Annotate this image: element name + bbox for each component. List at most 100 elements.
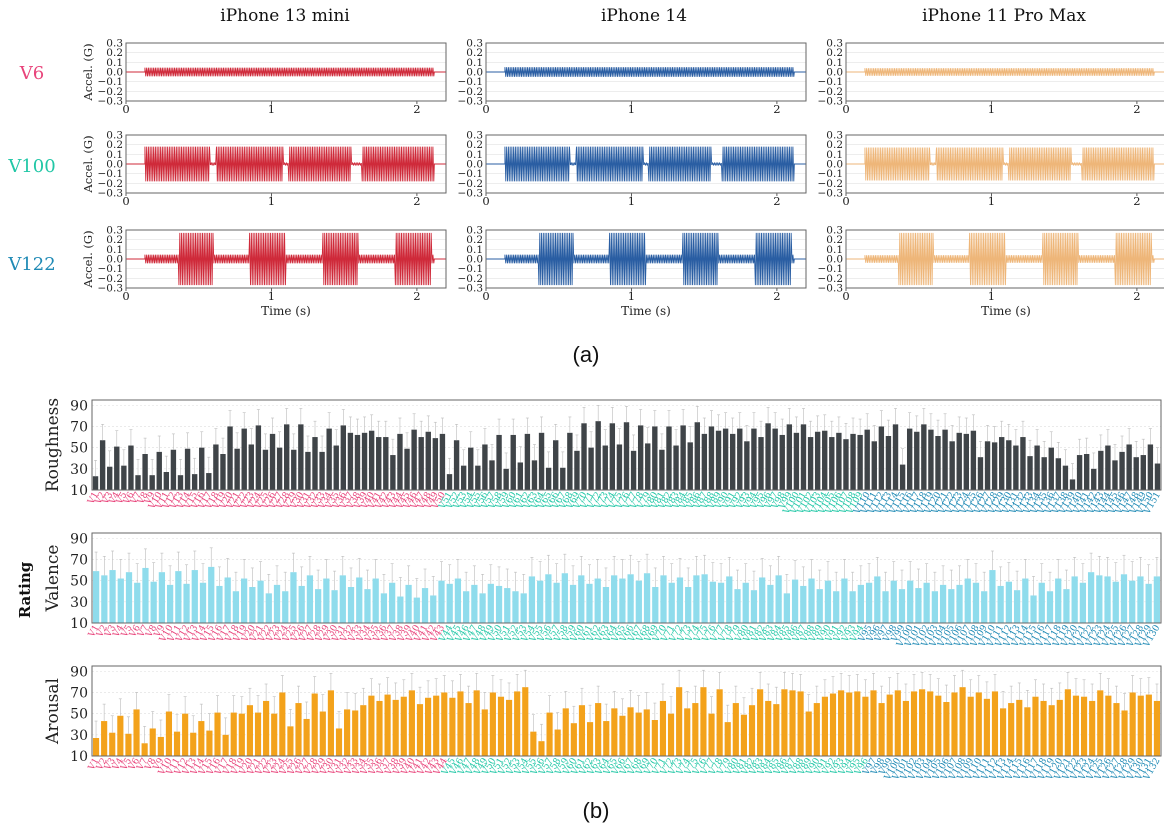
bar	[1046, 591, 1054, 623]
bar	[545, 467, 552, 490]
bar	[206, 473, 212, 490]
y-tick-label: 70	[70, 419, 88, 435]
bar	[878, 426, 885, 490]
y-tick-label: −0.2	[98, 86, 124, 98]
bar	[1048, 447, 1054, 490]
y-tick-label: 30	[70, 595, 88, 611]
bar	[700, 687, 707, 756]
bar	[694, 422, 700, 490]
bar	[175, 571, 182, 623]
x-tick-label: 2	[1133, 194, 1140, 208]
bar	[101, 721, 108, 756]
bar	[910, 691, 918, 756]
bar	[170, 449, 177, 490]
bar	[666, 426, 672, 490]
bar	[975, 692, 982, 756]
bar	[404, 448, 410, 490]
y-tick-label: 0.0	[826, 254, 843, 266]
bar	[438, 580, 445, 623]
y-axis-label: Accel. (G)	[81, 135, 95, 193]
bar	[708, 426, 715, 490]
bar	[715, 430, 722, 490]
bar	[475, 465, 481, 490]
bar	[789, 690, 796, 756]
bar	[368, 430, 375, 490]
bar	[1129, 692, 1136, 756]
bar	[92, 738, 100, 756]
y-tick-label: 0.2	[466, 47, 483, 59]
waveform-trace	[486, 232, 806, 286]
bar	[939, 584, 947, 623]
bar	[708, 713, 715, 756]
bar	[524, 433, 531, 490]
bar	[128, 445, 134, 490]
x-tick-label: 2	[413, 289, 420, 303]
bar	[255, 425, 262, 490]
y-tick-label: 90	[70, 398, 88, 414]
plot-frame	[91, 665, 1162, 757]
bar	[117, 715, 124, 756]
bar	[765, 423, 771, 490]
bar	[841, 578, 848, 623]
rating-bar-chart: 1030507090V1V2V3V4V5V6V7V8V9V10V11V12V13…	[43, 664, 1163, 783]
bar	[854, 691, 861, 756]
bar	[479, 593, 486, 623]
bar	[312, 437, 318, 490]
bar	[899, 464, 906, 490]
bar	[627, 574, 634, 623]
bar	[1137, 576, 1144, 623]
y-tick-label: 0.2	[106, 139, 123, 151]
x-tick-label: 1	[988, 289, 995, 303]
bar	[384, 694, 391, 756]
bar	[125, 572, 133, 623]
bar	[92, 571, 100, 623]
bar	[418, 437, 424, 490]
bar	[890, 580, 897, 623]
bar	[687, 442, 693, 490]
bar	[1126, 444, 1132, 490]
x-tick-label: 0	[482, 289, 489, 303]
bar	[862, 696, 869, 756]
bar	[894, 690, 901, 756]
bar	[748, 705, 756, 756]
bar	[1013, 590, 1021, 623]
bar	[865, 582, 873, 623]
bar	[157, 736, 164, 756]
bar	[857, 584, 864, 623]
bar	[997, 585, 1004, 623]
x-tick-label: 1	[268, 194, 275, 208]
bar	[914, 431, 920, 490]
y-tick-label: 0.3	[826, 38, 843, 50]
waveform-trace	[486, 67, 806, 77]
bar	[1056, 699, 1063, 756]
bar	[685, 587, 692, 623]
bar	[390, 455, 396, 490]
y-tick-label: 50	[70, 707, 88, 723]
bar	[383, 437, 389, 490]
rating-group-label: Rating	[16, 561, 34, 618]
bar	[716, 689, 723, 756]
bar	[177, 475, 184, 490]
y-tick-label: 10	[70, 616, 88, 632]
bar	[364, 589, 371, 623]
bar	[496, 434, 502, 490]
bar	[951, 692, 958, 756]
y-tick-label: −0.3	[98, 283, 124, 295]
bar	[652, 426, 658, 490]
bar	[967, 696, 974, 756]
y-axis-label: Arousal	[43, 678, 63, 745]
plot-frame	[845, 229, 1164, 289]
x-tick-label: 1	[988, 102, 995, 116]
bar	[779, 434, 785, 490]
y-tick-label: 90	[70, 531, 88, 547]
bar	[246, 705, 253, 756]
bar	[344, 709, 351, 756]
bar	[347, 432, 354, 490]
bar	[693, 575, 700, 623]
bar	[347, 587, 355, 623]
bar	[327, 690, 334, 756]
bar	[1006, 440, 1012, 490]
bar	[594, 578, 601, 623]
y-tick-label: 0.0	[466, 159, 483, 171]
